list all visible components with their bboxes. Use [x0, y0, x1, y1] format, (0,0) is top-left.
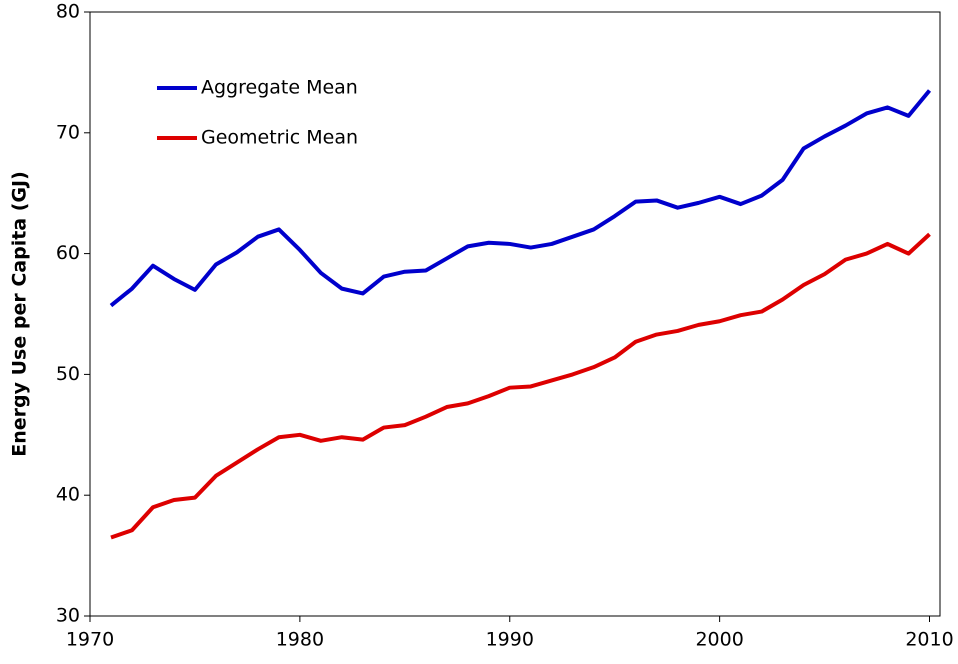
series-line — [109, 89, 932, 308]
y-tick-label: 80 — [56, 1, 80, 23]
plot-frame — [89, 11, 941, 617]
series-line — [110, 232, 931, 540]
x-tick-label: 2010 — [905, 629, 953, 651]
y-axis-label: Energy Use per Capita (GJ) — [9, 171, 31, 457]
legend-label: Geometric Mean — [201, 127, 358, 149]
y-tick-label: 50 — [56, 363, 80, 385]
x-tick-label: 1980 — [276, 629, 324, 651]
y-tick-label: 40 — [56, 484, 80, 506]
y-tick-label: 30 — [56, 605, 80, 627]
y-tick-label: 60 — [56, 242, 80, 264]
x-tick-label: 2000 — [695, 629, 743, 651]
y-tick-label: 70 — [56, 121, 80, 143]
x-tick-label: 1970 — [66, 629, 114, 651]
legend-label: Aggregate Mean — [201, 77, 358, 99]
x-tick-label: 1990 — [486, 629, 534, 651]
